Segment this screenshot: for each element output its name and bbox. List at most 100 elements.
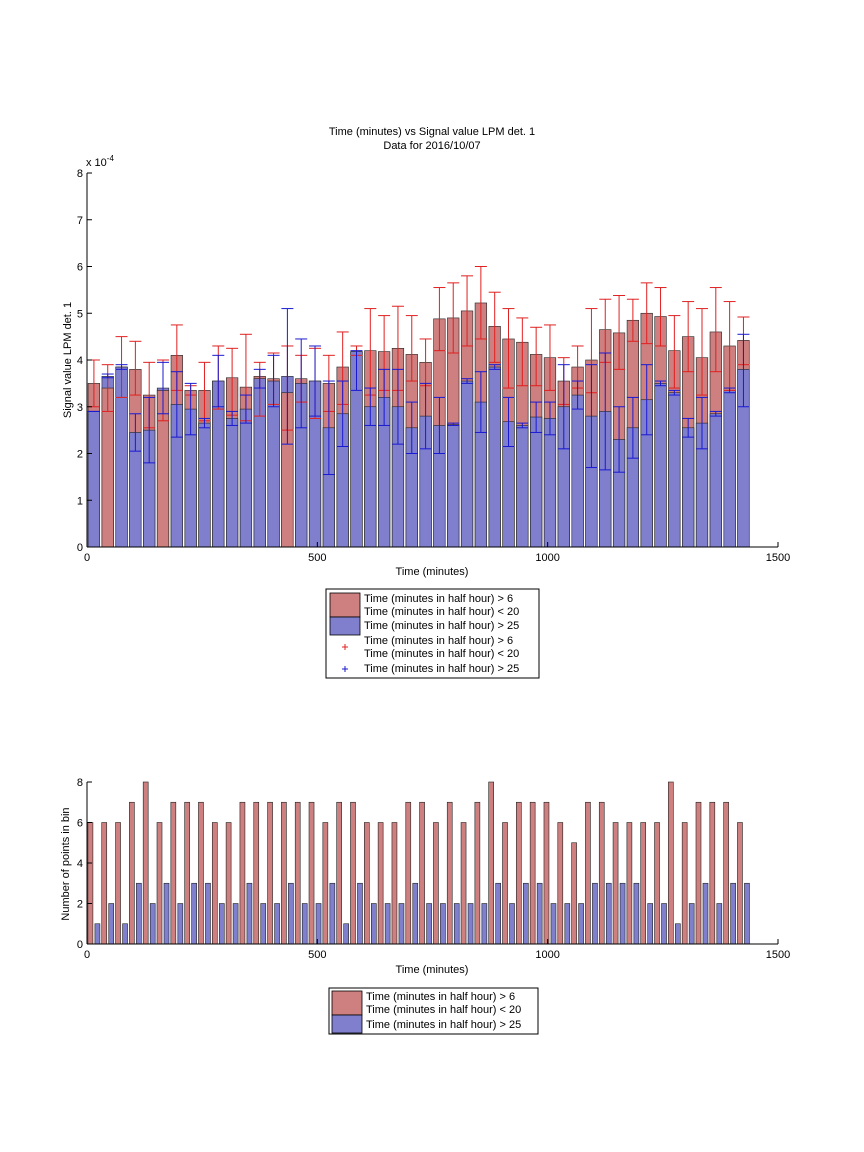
error-bar-red — [654, 287, 667, 347]
count-bar-red — [350, 801, 356, 945]
count-bar-blue — [274, 903, 280, 945]
y-tick-label: 6 — [77, 262, 83, 274]
count-bar-blue — [467, 903, 474, 945]
count-bar-blue — [371, 903, 377, 945]
signal-error-bars — [87, 266, 750, 476]
x-tick-label: 1500 — [766, 949, 790, 961]
count-bar-blue — [564, 903, 571, 945]
count-legend: Time (minutes in half hour) > 6 Time (mi… — [328, 987, 539, 1035]
chart-subtitle: Data for 2016/10/07 — [383, 140, 480, 152]
error-bar-blue — [405, 401, 418, 454]
count-bar-blue — [509, 903, 515, 945]
count-bar-blue — [578, 903, 584, 945]
error-bar-red — [543, 324, 556, 391]
y-tick-label: 8 — [77, 168, 83, 180]
signal-bars — [87, 302, 750, 548]
count-bar-red — [419, 801, 425, 945]
count-bar-blue — [592, 882, 598, 945]
count-bar-red — [585, 801, 591, 945]
legend-label: Time (minutes in half hour) > 6 — [364, 635, 513, 647]
error-bar-red — [668, 315, 681, 389]
count-bar-blue — [440, 903, 446, 945]
x-axis-label: Time (minutes) — [396, 964, 469, 976]
error-bar-blue — [737, 333, 750, 408]
legend-label: Time (minutes in half hour) < 20 — [364, 648, 519, 660]
count-bar-red — [516, 801, 522, 945]
error-bar-red — [502, 308, 515, 389]
count-bar-red — [101, 822, 108, 945]
count-bar-red — [198, 801, 204, 945]
count-bar-red — [253, 801, 260, 945]
x-tick-label: 0 — [84, 552, 90, 564]
count-bar-red — [460, 822, 467, 945]
count-bar-blue — [218, 903, 225, 945]
signal-legend: Time (minutes in half hour) > 6 Time (mi… — [325, 588, 540, 679]
error-bar-blue — [723, 387, 736, 394]
count-bar-blue — [744, 882, 750, 945]
y-tick-label: 2 — [77, 899, 83, 911]
bar-blue — [530, 416, 543, 548]
bar-blue — [516, 425, 529, 548]
count-bar-red — [654, 822, 660, 945]
count-bar-blue — [149, 903, 156, 945]
count-bar-blue — [108, 903, 115, 945]
error-bar-blue — [239, 394, 252, 424]
error-bar-red — [488, 291, 501, 363]
bar-blue — [543, 418, 557, 548]
count-bar-red — [170, 801, 177, 945]
error-bar-blue — [502, 396, 515, 447]
count-bar-blue — [523, 882, 529, 945]
count-bar-red — [488, 781, 494, 945]
error-bar-blue — [571, 380, 584, 410]
count-bar-red — [377, 822, 384, 945]
count-bar-red — [184, 801, 190, 945]
error-bar-blue — [433, 396, 446, 454]
count-bar-blue — [246, 882, 253, 945]
error-bar-blue — [157, 361, 170, 415]
error-bar-blue — [350, 350, 363, 391]
error-bar-blue — [184, 382, 197, 436]
legend-label: Time (minutes in half hour) > 6 — [364, 593, 513, 605]
count-bar-red — [211, 822, 218, 945]
bar-blue — [709, 413, 722, 548]
error-bar-blue — [447, 422, 460, 426]
y-tick-label: 0 — [77, 939, 83, 951]
legend-label: Time (minutes in half hour) > 25 — [364, 663, 519, 675]
error-bar-blue — [391, 368, 404, 445]
error-bar-red — [640, 282, 653, 345]
error-bar-red — [461, 275, 474, 347]
error-bar-blue — [253, 368, 266, 389]
count-bar-blue — [730, 882, 736, 945]
count-bar-blue — [661, 903, 667, 945]
error-bar-blue — [295, 338, 308, 429]
error-bar-blue — [613, 406, 626, 473]
count-bar-blue — [481, 903, 488, 945]
error-bar-blue — [281, 308, 294, 445]
legend-label: Time (minutes in half hour) > 25 — [366, 1019, 521, 1031]
y-tick-label: 2 — [77, 449, 83, 461]
count-bar-blue — [191, 882, 197, 945]
x-tick-label: 1000 — [535, 552, 559, 564]
x-axis-label: Time (minutes) — [396, 566, 469, 578]
y-tick-label: 4 — [77, 355, 83, 367]
y-tick-label: 8 — [77, 777, 83, 789]
count-bar-blue — [536, 882, 543, 945]
error-bar-blue — [129, 413, 142, 452]
count-bar-blue — [384, 903, 391, 945]
error-bar-blue — [530, 401, 543, 433]
count-bar-blue — [260, 903, 267, 945]
error-bar-blue — [461, 378, 474, 384]
bar-blue — [571, 394, 584, 548]
count-bar-red — [267, 801, 273, 945]
y-axis-label: Signal value LPM det. 1 — [62, 302, 74, 418]
count-bar-blue — [177, 903, 184, 945]
error-bar-blue — [170, 371, 183, 438]
error-bar-blue — [668, 389, 681, 396]
error-bar-blue — [682, 417, 695, 438]
legend-label: Time (minutes in half hour) > 6 — [366, 991, 515, 1003]
bar-blue — [447, 424, 460, 548]
error-bar-blue — [709, 410, 722, 417]
bar-blue — [364, 406, 377, 548]
count-bars — [87, 781, 750, 945]
